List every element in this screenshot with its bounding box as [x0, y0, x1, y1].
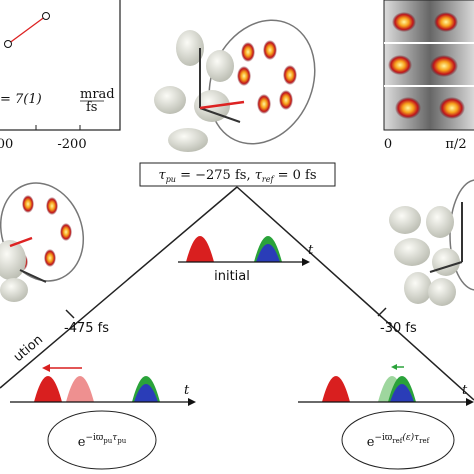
text-part: (ε)τ	[402, 432, 420, 443]
right-pulses	[298, 364, 474, 406]
timing-label: τpu = −275 fs, τref = 0 fs	[158, 168, 316, 184]
text-part: e	[367, 435, 375, 450]
molecule-center	[154, 19, 316, 152]
molecule-right	[389, 179, 474, 306]
caption: initial	[214, 269, 250, 284]
text-part: pu	[103, 437, 112, 445]
x-tick-label: 00	[0, 137, 13, 152]
text-part: = 7(1)	[0, 92, 42, 107]
delay-label: -475 fs	[64, 321, 109, 336]
branch-line	[236, 186, 474, 401]
phase-ellipse	[341, 410, 455, 470]
phase-formula: e−iϖpuτpu	[78, 433, 127, 450]
phase-ellipse	[47, 410, 157, 470]
initial-pulses	[178, 236, 310, 266]
branch-label: ution	[11, 332, 46, 365]
fit-unit-den: fs	[86, 100, 97, 115]
text-part: ref	[262, 175, 276, 184]
plot-panel: 00 -200 = 7(1) mrad fs	[0, 0, 121, 152]
axis-label: t	[308, 243, 314, 258]
phase-formula: e−iϖref(ε)τref	[367, 432, 431, 450]
text-part: ref	[392, 437, 403, 445]
x-tick-label: 0	[384, 137, 392, 152]
data-point	[4, 40, 12, 48]
left-pulses	[10, 364, 196, 406]
text-part: ref	[419, 437, 430, 445]
data-point	[42, 12, 50, 20]
text-part: = 0 fs	[273, 168, 316, 183]
delay-label: -30 fs	[380, 321, 417, 336]
molecule-left	[0, 182, 85, 302]
branch-line	[0, 186, 238, 389]
axis-label: t	[462, 383, 468, 398]
text-part: −iϖ	[374, 433, 392, 443]
fit-formula: = 7(1)	[0, 92, 42, 107]
text-part: e	[78, 435, 86, 450]
text-part: −iϖ	[85, 433, 103, 443]
text-part: τ	[112, 433, 118, 443]
fit-unit-num: mrad	[80, 87, 115, 102]
text-part: τ	[255, 168, 263, 183]
fit-line	[7, 15, 47, 45]
text-part: pu	[166, 175, 176, 184]
x-tick-label: π/2	[445, 137, 466, 152]
text-part: = −275 fs,	[176, 168, 255, 183]
timing-box	[139, 162, 336, 187]
heatmap-panel: 0 π/2	[383, 0, 474, 152]
axis-label: t	[184, 383, 190, 398]
text-part: pu	[117, 437, 126, 445]
x-tick-label: -200	[57, 137, 86, 152]
plot-frame	[0, 0, 121, 131]
text-part: τ	[158, 168, 166, 183]
